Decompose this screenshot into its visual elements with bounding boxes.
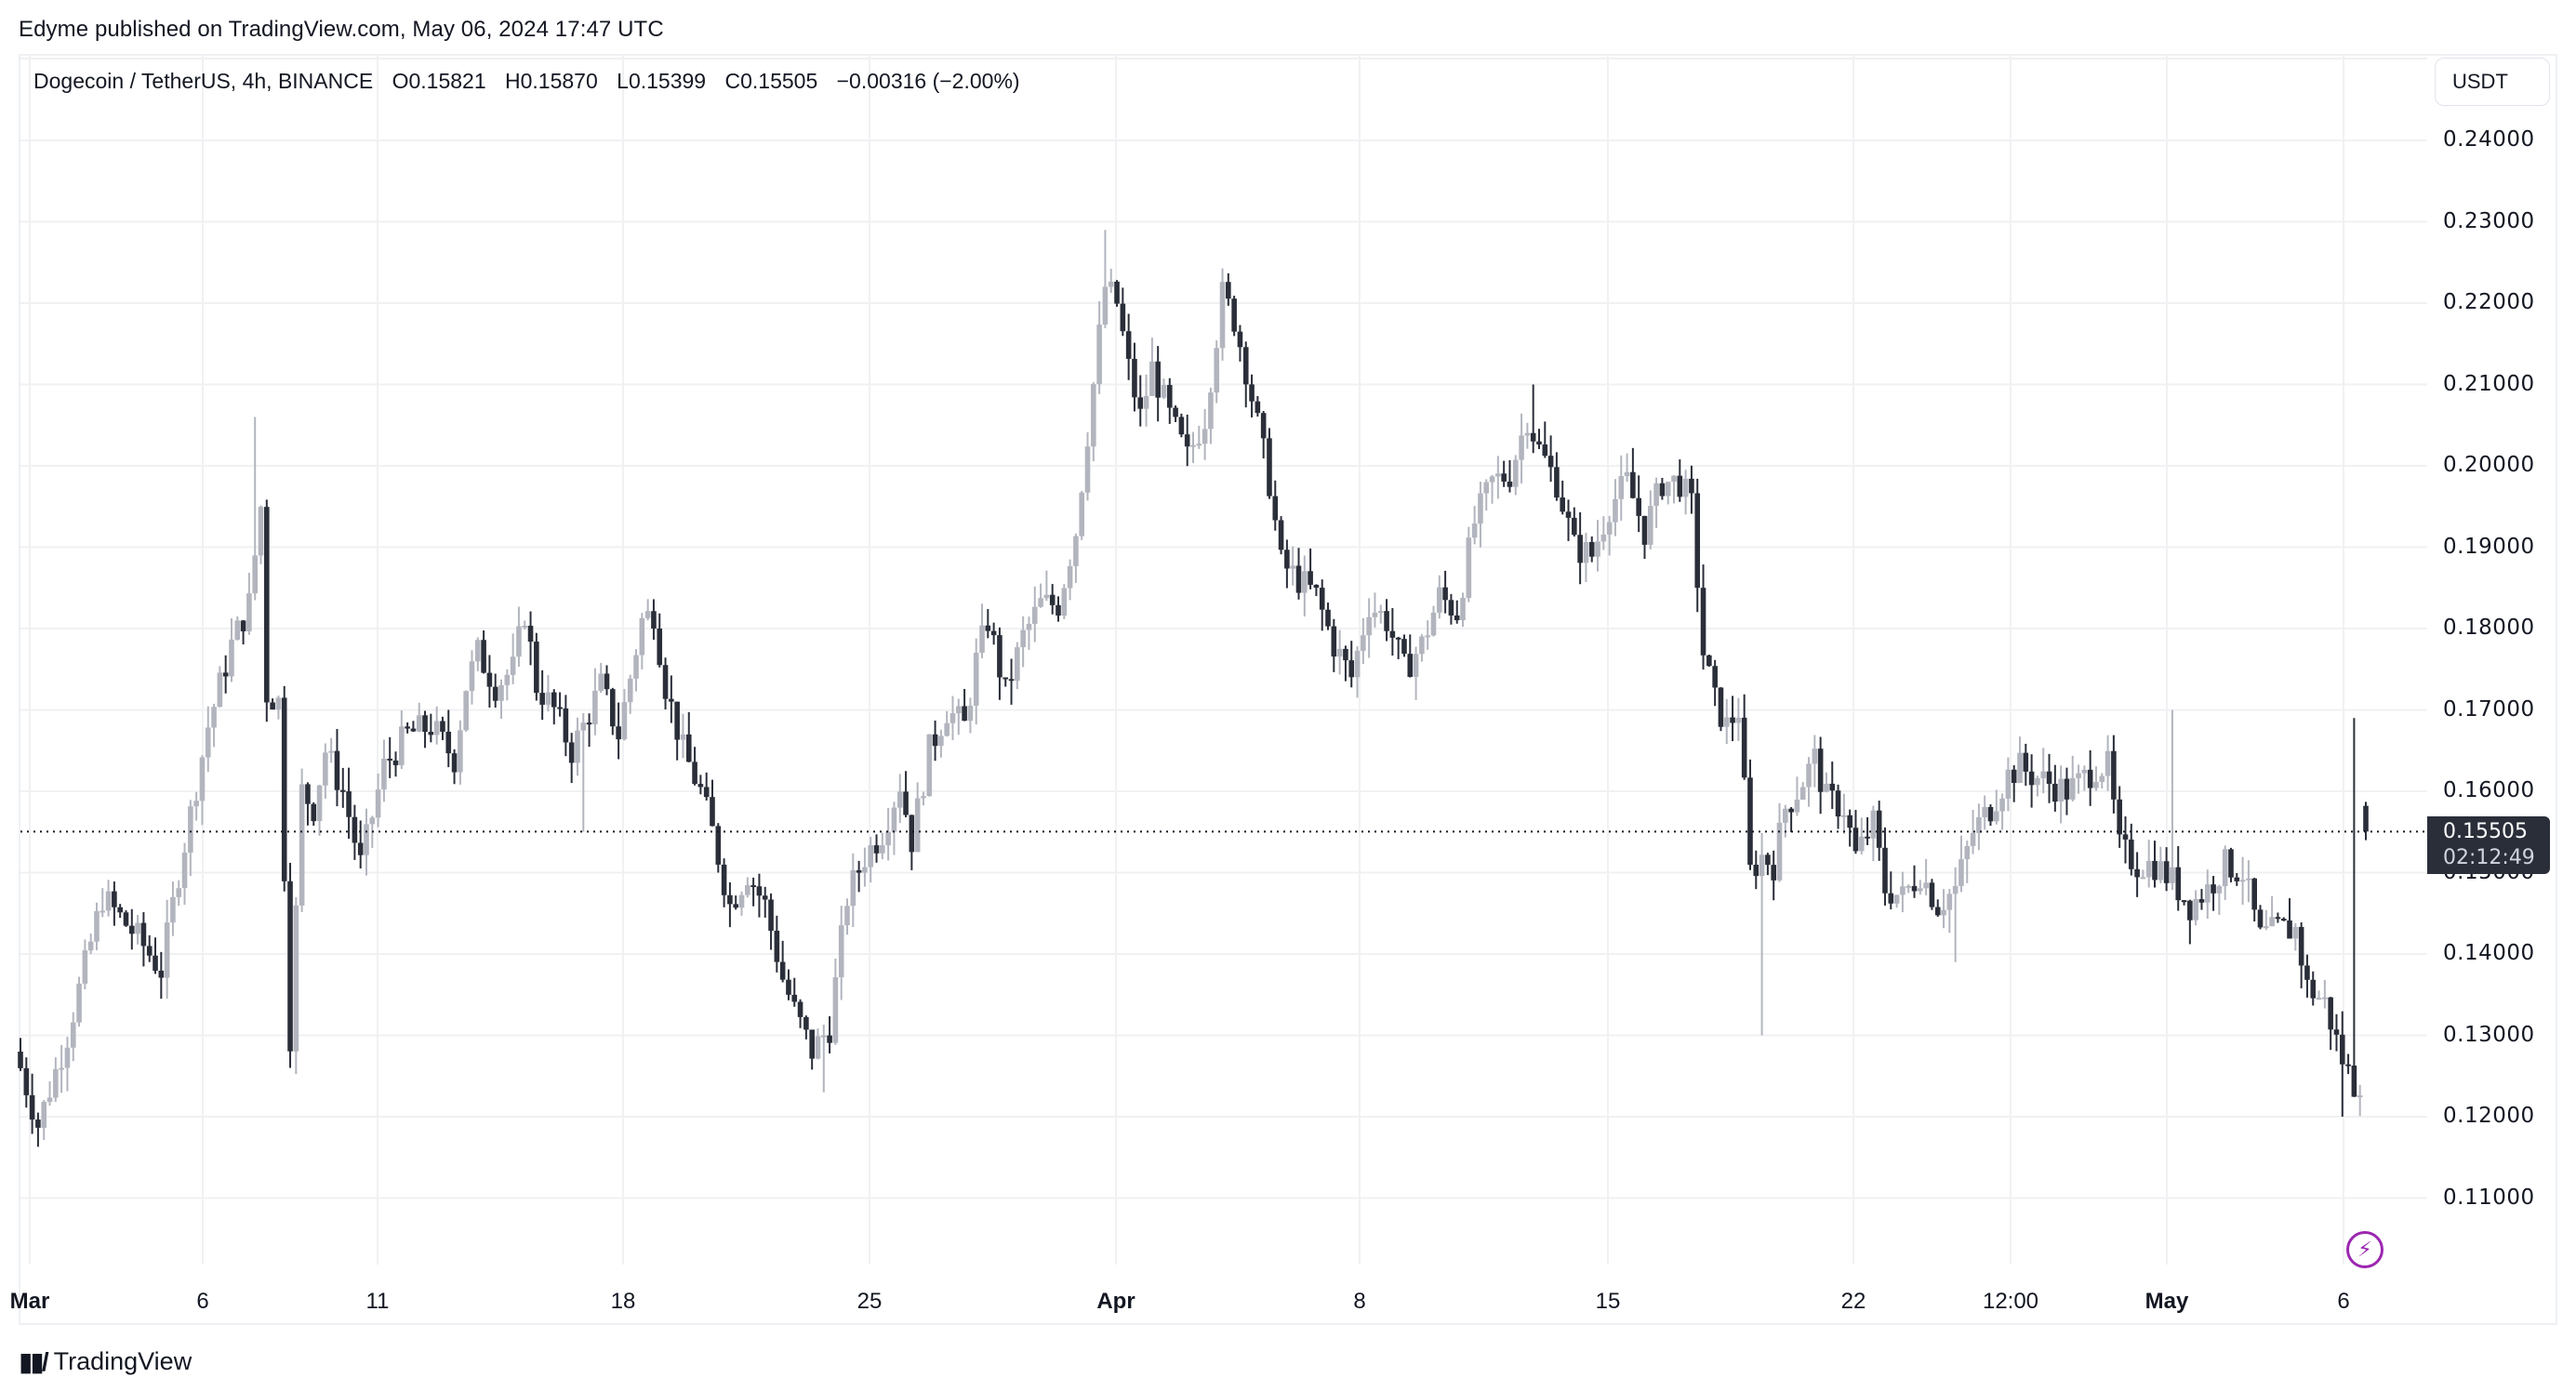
bar-countdown: 02:12:49 [2443, 846, 2535, 869]
high-value: H0.15870 [505, 69, 598, 93]
price-tick-label: 0.23000 [2443, 208, 2535, 233]
low-value: L0.15399 [617, 69, 707, 93]
price-tick-label: 0.24000 [2443, 127, 2535, 152]
price-tick-label: 0.21000 [2443, 371, 2535, 396]
time-tick-label: Apr [1096, 1289, 1135, 1314]
price-tick-label: 0.20000 [2443, 453, 2535, 477]
close-value: C0.15505 [724, 69, 818, 93]
time-tick-label: 6 [2337, 1289, 2350, 1314]
price-tick-label: 0.22000 [2443, 290, 2535, 314]
symbol-title: Dogecoin / TetherUS, 4h, BINANCE [33, 69, 374, 93]
price-tick-label: 0.11000 [2443, 1185, 2535, 1210]
price-tick-label: 0.19000 [2443, 534, 2535, 559]
currency-unit-button[interactable]: USDT [2435, 58, 2550, 106]
time-tick-label: 12:00 [1982, 1289, 2039, 1314]
price-tick-label: 0.18000 [2443, 616, 2535, 640]
lightning-icon[interactable]: ⚡ [2346, 1231, 2383, 1268]
price-tick-label: 0.17000 [2443, 696, 2535, 722]
price-tick-label: 0.12000 [2443, 1104, 2535, 1128]
published-caption: Edyme published on TradingView.com, May … [19, 17, 664, 42]
tradingview-logo: ▮▮/ TradingView [19, 1346, 192, 1377]
price-tick-label: 0.14000 [2443, 941, 2535, 965]
time-tick-label: 11 [365, 1289, 390, 1314]
time-tick-label: 18 [610, 1289, 636, 1314]
change-value: −0.00316 (−2.00%) [836, 69, 1020, 93]
time-tick-label: 6 [196, 1289, 209, 1314]
time-tick-label: May [2144, 1289, 2189, 1314]
last-price-badge: 0.15505 02:12:49 [2427, 816, 2550, 874]
time-tick-label: 25 [856, 1289, 883, 1314]
open-value: O0.15821 [392, 69, 486, 93]
price-tick-label: 0.13000 [2443, 1022, 2535, 1047]
chart-frame [19, 54, 2557, 1325]
symbol-legend: Dogecoin / TetherUS, 4h, BINANCE O0.1582… [33, 69, 1033, 94]
last-price-value: 0.15505 [2443, 820, 2528, 843]
tradingview-brand: TradingView [53, 1347, 193, 1375]
time-tick-label: 8 [1353, 1289, 1366, 1314]
price-tick-label: 0.16000 [2443, 778, 2535, 802]
time-tick-label: 22 [1840, 1289, 1866, 1314]
tradingview-mark-icon: ▮▮/ [19, 1347, 49, 1376]
time-tick-label: Mar [9, 1289, 50, 1314]
time-tick-label: 15 [1595, 1289, 1621, 1314]
